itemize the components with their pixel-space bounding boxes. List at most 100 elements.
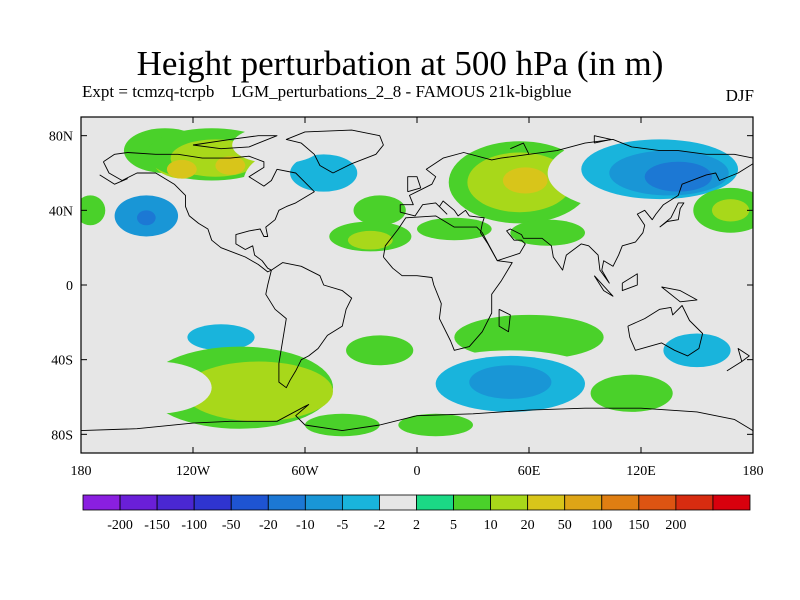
colorbar-label: 5 (450, 518, 457, 533)
coastline (81, 404, 753, 432)
y-tick-label: 40S (51, 354, 73, 369)
x-tick-label: 120W (176, 464, 211, 479)
map-axes: 80N 40N 0 40S 80S 180 120W 60W 0 60E 120E 180 (49, 117, 764, 479)
contour-region (166, 159, 197, 179)
colorbar-swatch (601, 494, 640, 511)
contour-region (398, 413, 473, 437)
colorbar-swatch (379, 494, 417, 511)
coastline (192, 135, 278, 150)
colorbar-swatch (527, 494, 566, 511)
colorbar-label: -20 (259, 518, 278, 533)
y-tick-label: 80S (51, 428, 73, 443)
contour-region (663, 333, 731, 368)
x-tick-label: 180 (743, 464, 764, 479)
coastline (726, 348, 750, 372)
colorbar-swatch (304, 494, 343, 511)
colorbar-swatch (267, 494, 306, 511)
contour-fields (81, 117, 753, 440)
colorbar-label: 200 (665, 518, 686, 533)
colorbar-swatch (341, 494, 380, 511)
contour-region (711, 199, 750, 222)
contour-region (417, 217, 492, 241)
colorbar-swatch (564, 494, 603, 511)
colorbar-label: 10 (484, 518, 498, 533)
colorbar-swatch (490, 494, 529, 511)
colorbar-swatch (193, 494, 232, 511)
coastline (102, 152, 315, 273)
colorbar-label: -100 (181, 518, 207, 533)
colorbar-swatch (82, 494, 121, 511)
coastline (265, 262, 353, 389)
contour-region (398, 117, 511, 147)
x-tick-label: 120E (626, 464, 656, 479)
x-tick-label: 60W (291, 464, 319, 479)
colorbar-label: -150 (144, 518, 170, 533)
colorbar-label: -50 (222, 518, 241, 533)
colorbar-label: -200 (107, 518, 133, 533)
x-tick-label: 180 (71, 464, 92, 479)
map-title: Height perturbation at 500 hPa (in m) (136, 44, 664, 83)
colorbar-label: -10 (296, 518, 315, 533)
coastlines (81, 129, 753, 432)
coastline (399, 138, 753, 213)
colorbar-label: 100 (591, 518, 612, 533)
contour-region (290, 154, 358, 192)
colorbar-swatch (712, 494, 751, 511)
colorbar-swatch (416, 494, 454, 511)
coastline (621, 273, 638, 292)
contour-region (81, 137, 96, 172)
colorbar-label: 20 (521, 518, 535, 533)
coastline (593, 275, 614, 297)
coastline (99, 174, 128, 185)
colorbar-swatch (156, 494, 195, 511)
coastline (627, 305, 704, 357)
colorbar-swatch (675, 494, 714, 511)
coastline (400, 163, 753, 284)
contour-region (99, 361, 212, 414)
colorbar-label: 150 (628, 518, 649, 533)
coastline (382, 215, 513, 351)
colorbar-label: -2 (374, 518, 386, 533)
experiment-subtitle: Expt = tcmzq-tcrpb LGM_perturbations_2_8… (82, 82, 572, 101)
coastline (593, 135, 612, 144)
contour-region (590, 374, 673, 412)
y-tick-label: 40N (49, 204, 73, 219)
contour-region (585, 229, 641, 267)
coastline (661, 286, 698, 303)
coastline (498, 308, 511, 333)
contour-region (305, 413, 380, 437)
coastline (407, 176, 422, 193)
contour-region (641, 410, 753, 440)
contour-region (353, 195, 406, 226)
coastline (510, 142, 530, 155)
contour-region (137, 210, 156, 226)
colorbar-label: -5 (337, 518, 349, 533)
contour-region (510, 219, 585, 246)
colorbar-swatch (119, 494, 158, 511)
colorbar-swatch (638, 494, 677, 511)
coastline (285, 129, 384, 174)
contour-region (187, 324, 255, 351)
contour-region (215, 156, 246, 175)
contour-region (183, 361, 333, 422)
contour-region (644, 161, 712, 192)
contour-region (81, 195, 106, 226)
contour-region (502, 167, 548, 194)
map-panel (80, 116, 754, 454)
x-tick-label: 0 (414, 464, 421, 479)
colorbar: -200 -150 -100 -50 -20 -10 -5 -2 2 5 10 20 50 100 150 2… (82, 494, 751, 533)
contour-region (232, 126, 322, 164)
contour-region (346, 335, 414, 366)
contour-region (469, 365, 552, 399)
colorbar-label: 50 (558, 518, 572, 533)
season-label: DJF (725, 86, 754, 105)
coastline (659, 202, 685, 228)
y-tick-label: 80N (49, 130, 73, 145)
colorbar-label: 2 (413, 518, 420, 533)
contour-region (454, 314, 604, 360)
contour-region (84, 413, 152, 437)
colorbar-swatch (230, 494, 269, 511)
contour-region (347, 230, 393, 250)
x-tick-label: 60E (518, 464, 541, 479)
